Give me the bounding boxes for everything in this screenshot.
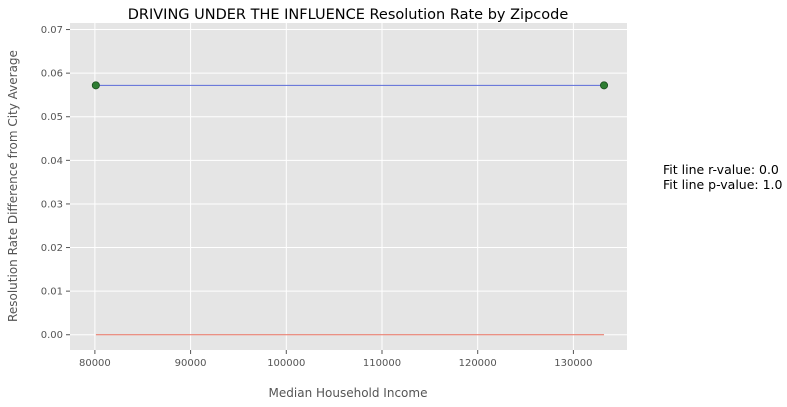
data-point [600, 81, 609, 90]
y-tick-label: 0.01 [41, 287, 63, 298]
x-tick-label: 100000 [267, 358, 305, 369]
x-axis-ticks: 80000 90000 100000 110000 120000 130000 [79, 350, 592, 369]
data-point [91, 81, 100, 90]
x-tick-label: 120000 [459, 358, 497, 369]
series-layer [91, 81, 609, 336]
y-tick-label: 0.04 [41, 156, 63, 167]
y-tick-label: 0.02 [41, 243, 63, 254]
x-tick-label: 130000 [554, 358, 592, 369]
fit-r-value-annotation: Fit line r-value: 0.0 [663, 162, 779, 177]
y-tick-label: 0.00 [41, 330, 63, 341]
x-axis-label: Median Household Income [269, 386, 428, 400]
x-tick-label: 90000 [175, 358, 207, 369]
x-tick-label: 110000 [363, 358, 401, 369]
y-axis-ticks: 0.00 0.01 0.02 0.03 0.04 0.05 0.06 0.07 [41, 25, 70, 341]
y-tick-label: 0.06 [41, 69, 63, 80]
fit-p-value-annotation: Fit line p-value: 1.0 [663, 177, 783, 192]
grid [70, 23, 627, 350]
y-tick-label: 0.05 [41, 112, 63, 123]
y-axis-label: Resolution Rate Difference from City Ave… [6, 50, 20, 322]
chart-title: DRIVING UNDER THE INFLUENCE Resolution R… [128, 7, 569, 23]
y-tick-label: 0.07 [41, 25, 63, 36]
x-tick-label: 80000 [79, 358, 111, 369]
plot-area [70, 23, 627, 350]
y-tick-label: 0.03 [41, 199, 63, 210]
